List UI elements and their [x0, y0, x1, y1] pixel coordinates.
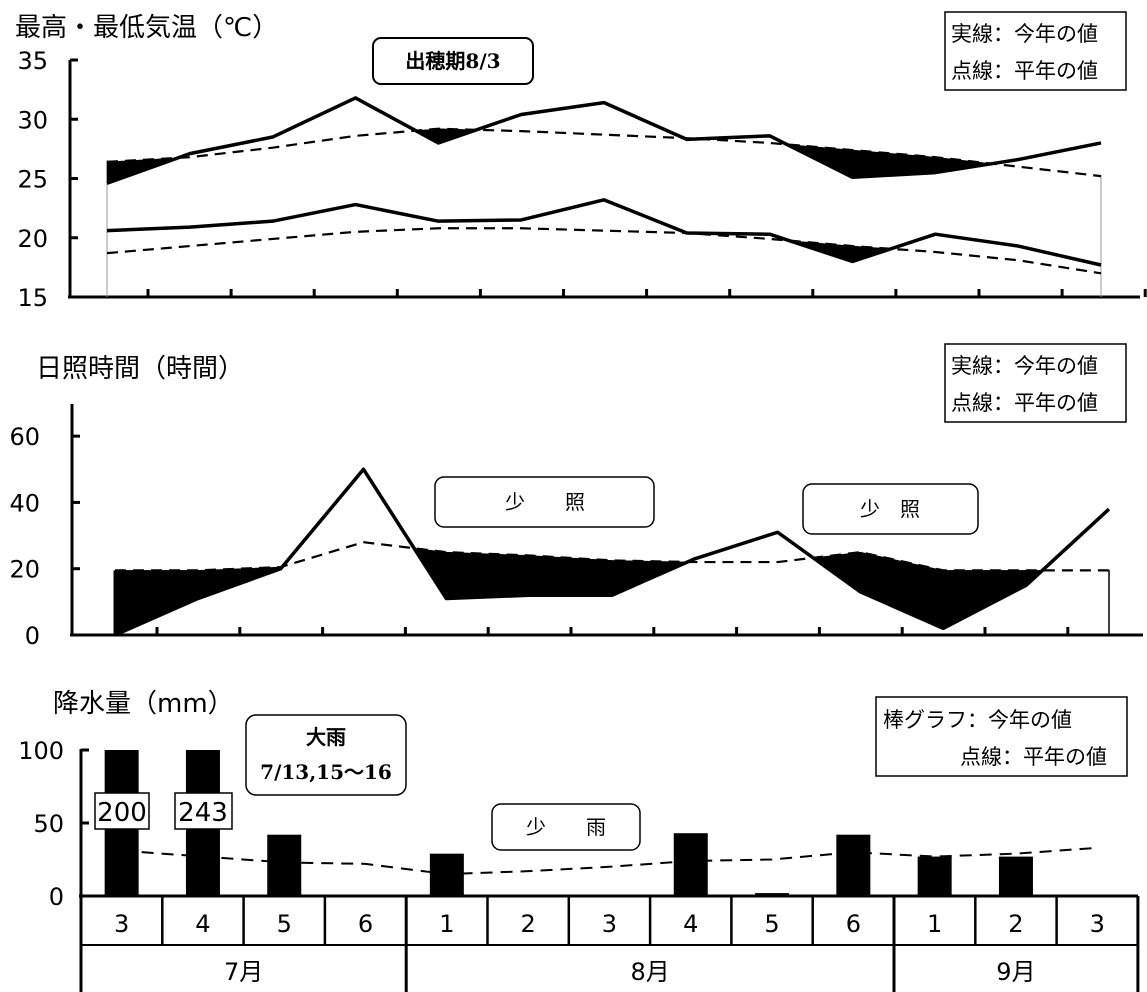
sunshine-y-tick-label: 60	[9, 423, 40, 451]
sunshine-normal-line	[115, 541, 1109, 572]
max-actual-line	[106, 96, 1102, 185]
precipitation-legend-dashed: 点線：平年の値	[960, 745, 1107, 769]
category-label: 4	[683, 910, 698, 938]
rain-value-label-2: 243	[178, 798, 228, 828]
month-label: 9月	[996, 958, 1035, 986]
temperature-y-tick-label: 35	[17, 47, 48, 75]
category-label: 2	[521, 910, 536, 938]
temperature-lines	[106, 96, 1102, 275]
precipitation-y-tick-label: 50	[33, 810, 64, 838]
sunshine-deficit-fill	[446, 551, 530, 599]
temperature-legend-dashed: 点線：平年の値	[951, 59, 1098, 83]
low-sunshine-box-2	[802, 483, 979, 535]
heading-date-label: 出穂期8/3	[405, 49, 500, 73]
category-label: 3	[114, 910, 129, 938]
sunshine-y-tick-label: 0	[25, 622, 40, 650]
precipitation-bar	[267, 834, 302, 896]
temperature-y-tick-label: 15	[17, 284, 48, 312]
temperature-legend-solid: 実線：今年の値	[951, 22, 1098, 46]
precipitation-panel: 降水量（mm） 0 50 100 3 4 5 6 1 2 3 4 5 6 1 2 3 7月 8月 9月 200 2…	[18, 689, 1140, 992]
temperature-y-tick-label: 20	[17, 225, 48, 253]
low-rain-box	[491, 803, 641, 851]
sunshine-y-tick-label: 20	[9, 556, 40, 584]
precipitation-bar	[755, 893, 790, 896]
precipitation-y-tick-label: 100	[18, 737, 64, 765]
category-label: 1	[439, 910, 454, 938]
month-label: 7月	[224, 958, 263, 986]
category-label: 5	[764, 910, 779, 938]
precipitation-bar	[917, 856, 952, 896]
sunshine-legend-solid: 実線：今年の値	[951, 354, 1098, 378]
heavy-rain-box	[245, 714, 407, 796]
min-actual-line	[106, 198, 1102, 267]
precipitation-legend-bar: 棒グラフ：今年の値	[883, 708, 1072, 732]
category-label: 4	[195, 910, 210, 938]
sunshine-deficit-fill	[943, 570, 1027, 629]
sunshine-x-ticks	[155, 627, 1070, 635]
category-label: 6	[846, 910, 861, 938]
sunshine-title: 日照時間（時間）	[36, 354, 244, 384]
category-label: 3	[602, 910, 617, 938]
low-sunshine-box-1	[434, 476, 655, 528]
sunshine-actual-line	[114, 467, 1111, 637]
rain-value-box-1	[94, 792, 150, 830]
sunshine-deficit-fill	[528, 555, 613, 596]
rain-value-box-2	[174, 792, 233, 830]
rain-value-label-1: 200	[97, 798, 147, 828]
category-label: 3	[1090, 910, 1105, 938]
heavy-rain-title: 大雨	[306, 725, 346, 749]
sunshine-legend-dashed: 点線：平年の値	[951, 391, 1098, 415]
sunshine-y-tick-label: 40	[9, 489, 40, 517]
month-label: 8月	[630, 958, 669, 986]
sunshine-lines	[113, 467, 1111, 637]
precipitation-normal-line	[121, 846, 1098, 876]
category-label: 6	[358, 910, 373, 938]
temperature-y-tick-label: 25	[17, 166, 48, 194]
temperature-title: 最高・最低気温（℃）	[15, 13, 278, 43]
category-label: 1	[927, 910, 942, 938]
heavy-rain-dates: 7/13,15〜16	[260, 760, 392, 784]
precipitation-bar	[836, 834, 871, 896]
temperature-y-tick-label: 30	[17, 106, 48, 134]
min-normal-line	[106, 227, 1102, 275]
temperature-legend	[944, 11, 1127, 91]
category-label: 2	[1008, 910, 1023, 938]
category-label: 5	[277, 910, 292, 938]
max-normal-line	[106, 127, 1102, 178]
precipitation-category-axis: 3 4 5 6 1 2 3 4 5 6 1 2 3 7月 8月 9月	[79, 896, 1140, 992]
precipitation-y-tick-label: 0	[49, 883, 64, 911]
temperature-y-ticks: 15 20 25 30 35	[17, 47, 78, 312]
low-rain-label: 少 雨	[526, 815, 606, 839]
temperature-x-ticks	[146, 289, 1147, 297]
sunshine-panel: 日照時間（時間） 0 20 40 60 少 照 少 照 実線：今年の値 点線：平年の値	[9, 343, 1143, 650]
sunshine-deficit-fill	[860, 551, 944, 629]
precipitation-bar	[998, 856, 1033, 896]
temperature-panel: 最高・最低気温（℃） 15 20 25 30 35 出穂期8/3 実線：今年の値 点線：…	[15, 11, 1147, 312]
sunshine-legend	[944, 343, 1127, 423]
precipitation-title: 降水量（mm）	[53, 689, 234, 719]
low-sunshine-label-1: 少 照	[505, 490, 585, 514]
precipitation-legend	[875, 696, 1128, 777]
precipitation-y-ticks: 0 50 100	[18, 737, 89, 911]
sunshine-y-ticks: 0 20 40 60	[9, 423, 80, 650]
heading-date-box	[372, 37, 534, 85]
low-sunshine-label-2: 少 照	[860, 497, 920, 521]
precipitation-bar	[673, 833, 708, 896]
